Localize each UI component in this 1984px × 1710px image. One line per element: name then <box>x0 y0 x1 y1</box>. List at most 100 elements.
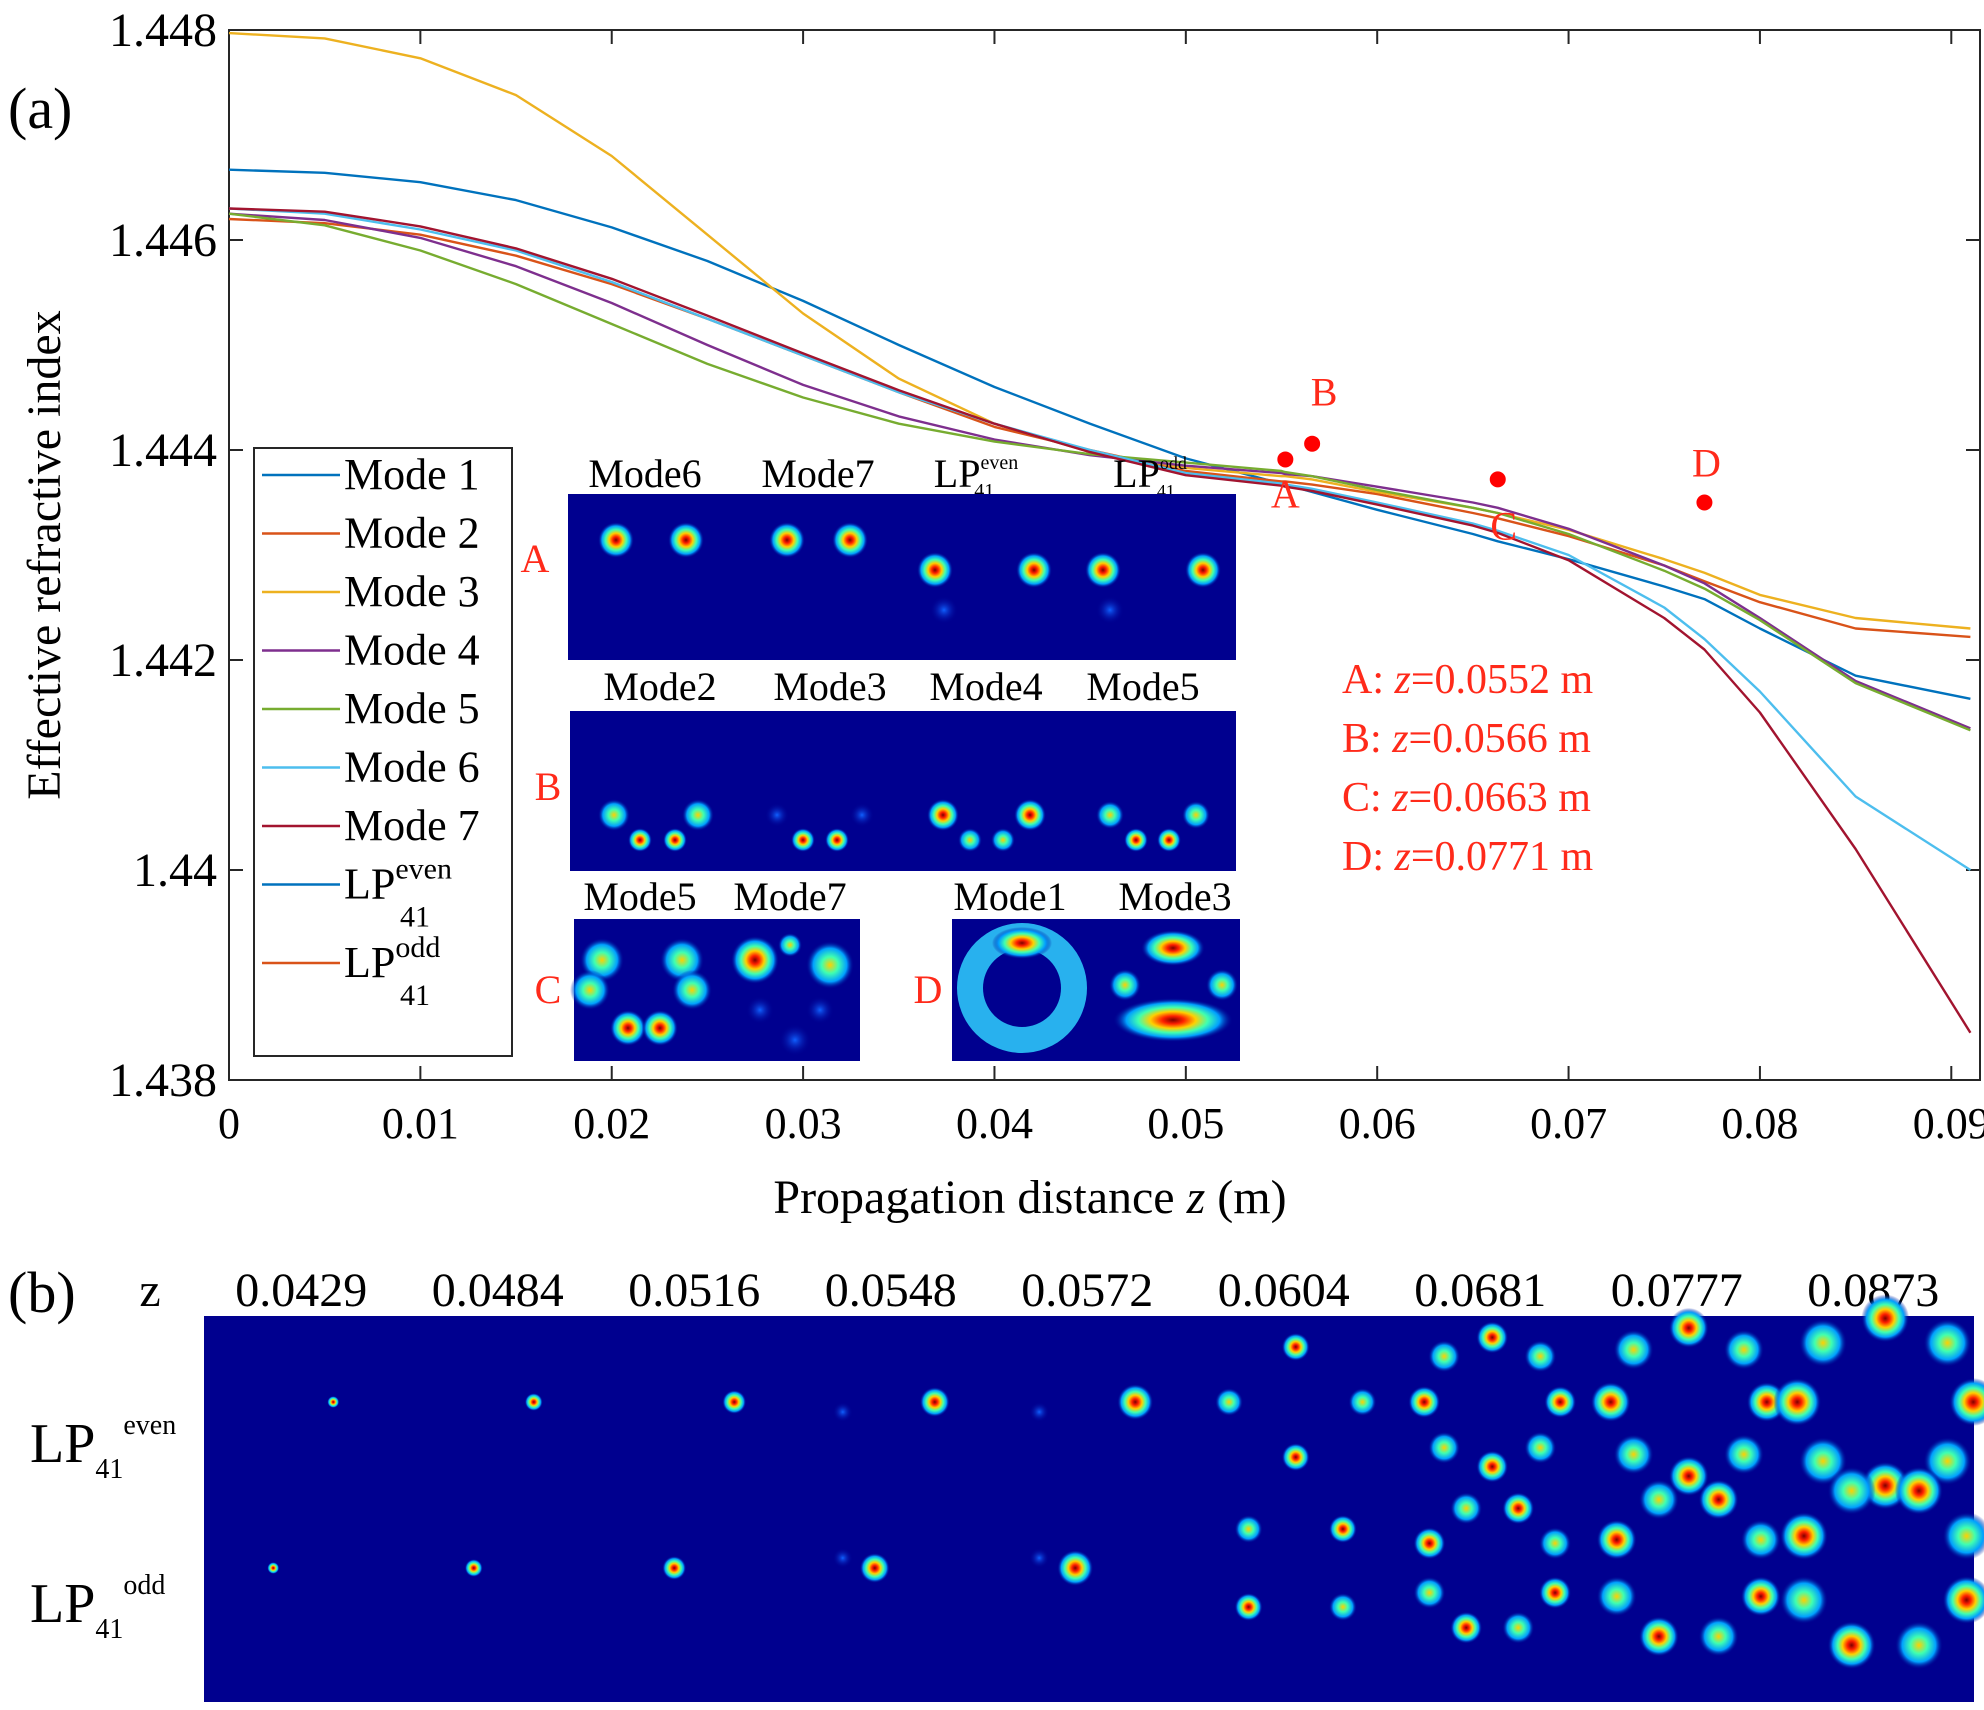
mode-spot <box>1923 1437 1972 1486</box>
x-tick-label: 0.07 <box>1530 1099 1607 1148</box>
inset-b: Mode2 Mode3 Mode4 Mode5 B <box>535 664 1236 871</box>
y-tick-label: 1.438 <box>109 1054 217 1107</box>
marker-point-a <box>1277 451 1294 468</box>
mode-spot <box>1596 1576 1637 1617</box>
x-tick-label: 0.08 <box>1721 1099 1798 1148</box>
inset-a-title-3-sup: even <box>980 452 1018 474</box>
mode-spot <box>1949 1378 1984 1426</box>
plot-axes: 0 0.01 0.02 0.03 0.04 0.05 0.06 0.07 0.08 0.09 1.… <box>109 4 1984 1148</box>
note-prefix: B: <box>1342 716 1392 762</box>
legend-label: Mode 4 <box>344 626 480 675</box>
inset-c-spots <box>570 933 854 1056</box>
mode-spot <box>1476 1450 1509 1483</box>
mode-spot <box>1117 1384 1154 1420</box>
marker-label-c: C <box>1490 503 1517 548</box>
x-tick-label: 0.04 <box>956 1099 1033 1148</box>
panel-b-z-value: 0.0548 <box>825 1264 957 1317</box>
mode-spot <box>1638 1479 1679 1520</box>
y-tick-label: 1.442 <box>109 634 217 687</box>
point-notes: A: z=0.0552 mB: z=0.0566 mC: z=0.0663 mD… <box>1342 657 1594 880</box>
note-prefix: C: <box>1342 775 1392 821</box>
inset-d-spots <box>957 923 1238 1053</box>
inset-a-title-3-lp: LP <box>934 451 981 496</box>
mode-spot <box>1942 1575 1984 1624</box>
x-axis-label-unit: (m) <box>1217 1171 1286 1224</box>
legend-label: Mode 5 <box>344 684 480 733</box>
mode-spot <box>1723 1329 1764 1370</box>
inset-b-title-3: Mode4 <box>929 664 1042 709</box>
mode-spot <box>1942 1512 1984 1561</box>
legend-label-text: Mode 1 <box>344 450 480 499</box>
inset-d-row-label: D <box>914 967 943 1012</box>
panel-b-z-value: 0.0572 <box>1021 1264 1153 1317</box>
mode-spot <box>1328 1592 1357 1621</box>
mode-spot <box>1723 1434 1764 1475</box>
marker-point-c <box>1489 471 1506 488</box>
mode-spot <box>832 1548 853 1568</box>
marker-label-a: A <box>1271 471 1300 516</box>
legend-items: Mode 1 Mode 2 Mode 3 Mode 4 Mode 5 Mode 6 Mode… <box>262 450 480 1012</box>
panel-b-spots <box>267 1294 1984 1670</box>
mode-spot <box>1773 1378 1822 1426</box>
note-var: z <box>1391 775 1408 821</box>
legend-label-sub: 41 <box>400 901 430 934</box>
note-value: =0.0663 m <box>1409 775 1592 821</box>
legend-label: Mode 6 <box>344 743 480 792</box>
note-a: A: z=0.0552 m <box>1342 657 1594 703</box>
plot-frame <box>228 29 1981 1081</box>
mode-spot <box>722 1390 747 1414</box>
mode-spot <box>1668 1307 1709 1348</box>
mode-spot <box>1698 1616 1739 1657</box>
panel-b-row-label-even: LP41even <box>30 1410 176 1485</box>
mode-spot <box>1348 1388 1377 1416</box>
mode-spot <box>1428 1340 1461 1373</box>
inset-a-title-4: LPodd 41 <box>1113 451 1187 501</box>
legend-label-sub: 41 <box>400 979 430 1012</box>
mode-spot <box>1740 1576 1781 1617</box>
inset-a-title-2: Mode7 <box>761 451 874 496</box>
mode-spot <box>1029 1402 1050 1422</box>
inset-a-title-1: Mode6 <box>588 451 701 496</box>
mode-spot <box>1450 1492 1483 1525</box>
legend-label-text: Mode 2 <box>344 509 480 558</box>
mode-spot <box>1428 1431 1461 1464</box>
legend-label-text: LP <box>344 938 395 987</box>
panel-b-row-even-sub: 41 <box>95 1454 123 1485</box>
note-d: D: z=0.0771 m <box>1342 834 1594 880</box>
inset-b-spots <box>598 799 1210 852</box>
mode-spot <box>1590 1382 1631 1422</box>
mode-spot <box>1894 1466 1943 1515</box>
series-lines <box>228 31 1972 1034</box>
legend-label-text: Mode 3 <box>344 567 480 616</box>
series-line-mode-5 <box>228 212 1971 732</box>
mode-spot <box>1413 1527 1446 1560</box>
mode-spot <box>1524 1340 1557 1373</box>
mode-spot <box>1596 1519 1637 1560</box>
mode-spot <box>524 1393 543 1411</box>
marker-label-d: D <box>1692 441 1721 486</box>
mode-spot <box>464 1559 483 1577</box>
legend-label-text: LP <box>344 860 395 909</box>
legend: Mode 1 Mode 2 Mode 3 Mode 4 Mode 5 Mode 6 Mode… <box>253 447 513 1057</box>
inset-c: Mode5 Mode7 C <box>535 874 860 1061</box>
series-line-mode-3 <box>228 31 1971 630</box>
y-tick-label: 1.44 <box>133 844 217 897</box>
inset-c-row-label: C <box>535 967 562 1012</box>
mode-spot <box>1029 1548 1050 1568</box>
panel-b-row-odd-lp: LP <box>30 1573 95 1635</box>
mode-spot <box>1234 1592 1263 1621</box>
legend-label-sup: odd <box>395 931 440 964</box>
inset-a-row-label: A <box>521 536 550 581</box>
series-line-mode-4 <box>228 212 1971 730</box>
x-tick-label: 0.09 <box>1913 1099 1984 1148</box>
legend-label: Mode 2 <box>344 509 480 558</box>
mode-spot <box>1408 1386 1441 1418</box>
legend-label: Mode 7 <box>344 801 480 850</box>
panel-b-z-value: 0.0516 <box>628 1264 760 1317</box>
legend-label: Mode 1 <box>344 450 480 499</box>
mode-spot <box>859 1553 890 1583</box>
panel-b-z-value: 0.0429 <box>235 1264 367 1317</box>
mode-spot <box>1779 1512 1828 1561</box>
mode-spot <box>1740 1519 1781 1560</box>
